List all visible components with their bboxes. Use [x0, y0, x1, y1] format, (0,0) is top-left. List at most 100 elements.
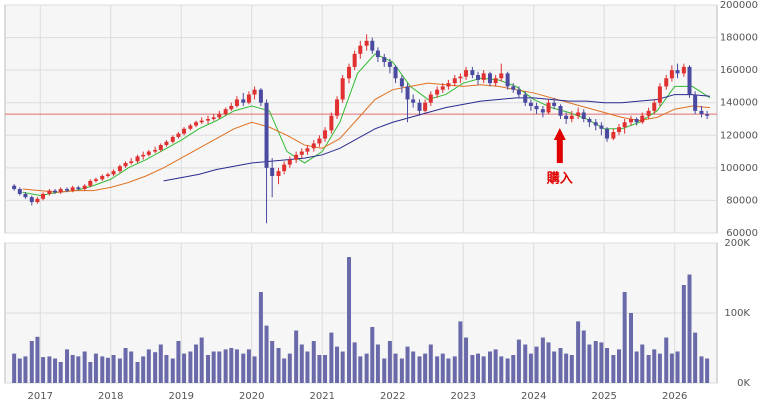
candle-body	[53, 190, 58, 193]
candle-body	[687, 66, 692, 95]
volume-bar	[657, 353, 662, 383]
volume-bar	[182, 353, 187, 383]
volume-bar	[428, 344, 433, 383]
candle-body	[329, 115, 334, 131]
volume-bar	[464, 337, 469, 383]
candle-body	[593, 122, 598, 126]
candle-body	[411, 99, 416, 103]
volume-bar	[223, 349, 228, 383]
volume-bar	[399, 358, 404, 383]
volume-bar	[135, 362, 140, 383]
candle-body	[47, 190, 52, 194]
volume-bar	[417, 356, 422, 383]
volume-bar	[252, 356, 257, 383]
candle-body	[76, 187, 81, 190]
candle-body	[276, 171, 281, 176]
candle-body	[241, 99, 246, 103]
volume-bar	[552, 351, 557, 383]
volume-bar	[423, 353, 428, 383]
y-tick-label: 80000	[726, 195, 758, 206]
volume-bar	[206, 355, 211, 383]
candle-body	[540, 109, 545, 113]
volume-bar	[194, 344, 199, 383]
candle-body	[305, 148, 310, 152]
candle-body	[523, 94, 528, 103]
candle-body	[153, 149, 158, 152]
candle-body	[440, 86, 445, 90]
candle-body	[176, 133, 181, 137]
candle-body	[528, 102, 533, 106]
volume-bar	[47, 356, 52, 383]
candle-body	[141, 154, 146, 157]
candle-body	[423, 102, 428, 111]
candle-body	[405, 86, 410, 100]
volume-bar	[699, 356, 704, 383]
candle-body	[182, 128, 187, 134]
candle-body	[70, 187, 75, 191]
volume-bar	[646, 355, 651, 383]
candle-body	[476, 75, 481, 80]
candle-body	[511, 86, 516, 90]
candle-body	[206, 119, 211, 121]
candle-body	[634, 119, 639, 123]
candle-body	[370, 40, 375, 51]
volume-bar	[41, 357, 46, 383]
plot-layer: 60000 80000 100000 120000 140000 160000 180000…	[5, 0, 758, 402]
volume-bar	[117, 358, 122, 383]
volume-bar	[234, 349, 239, 383]
volume-bar	[352, 342, 357, 383]
candle-body	[223, 109, 228, 115]
volume-bar	[70, 355, 75, 383]
volume-bar	[382, 358, 387, 383]
volume-bar	[270, 341, 275, 383]
volume-bar	[375, 344, 380, 383]
volume-bar	[88, 362, 93, 383]
candle-body	[534, 105, 539, 110]
volume-bar	[370, 327, 375, 383]
candle-body	[552, 102, 557, 106]
volume-bar	[576, 321, 581, 383]
volume-bar	[411, 351, 416, 383]
volume-bar	[593, 341, 598, 383]
candle-body	[516, 89, 521, 95]
volume-bar	[329, 332, 334, 383]
candle-body	[246, 94, 251, 103]
candle-body	[382, 57, 387, 62]
candle-body	[199, 120, 204, 123]
volume-bar	[681, 285, 686, 383]
candle-body	[111, 171, 116, 175]
volume-bar	[23, 356, 28, 383]
volume-bar	[534, 346, 539, 383]
candle-body	[234, 99, 239, 106]
volume-bar	[123, 348, 128, 383]
candle-body	[581, 112, 586, 119]
candle-body	[29, 197, 34, 203]
candle-body	[146, 151, 151, 155]
annotation-arrow	[553, 128, 566, 163]
y-tick-label: 140000	[720, 98, 758, 109]
volume-bar	[146, 349, 151, 383]
volume-bar	[111, 355, 116, 383]
volume-bar	[393, 353, 398, 383]
candle-body	[458, 76, 463, 79]
volume-bar	[12, 353, 17, 383]
candle-body	[229, 105, 234, 110]
candle-body	[352, 53, 357, 67]
volume-bar	[511, 355, 516, 383]
candle-body	[347, 66, 352, 79]
candle-body	[299, 151, 304, 155]
volume-bar	[364, 353, 369, 383]
candle-body	[669, 70, 674, 79]
candle-body	[335, 99, 340, 116]
candle-body	[17, 189, 22, 194]
candle-body	[452, 78, 457, 84]
volume-bar	[65, 349, 70, 383]
volume-bar	[358, 356, 363, 383]
volume-bar	[287, 353, 292, 383]
volume-bar	[282, 358, 287, 383]
candle-body	[358, 45, 363, 54]
volume-bar	[669, 353, 674, 383]
candle-body	[258, 89, 263, 103]
volume-bar	[435, 356, 440, 383]
volume-bar	[76, 356, 81, 383]
